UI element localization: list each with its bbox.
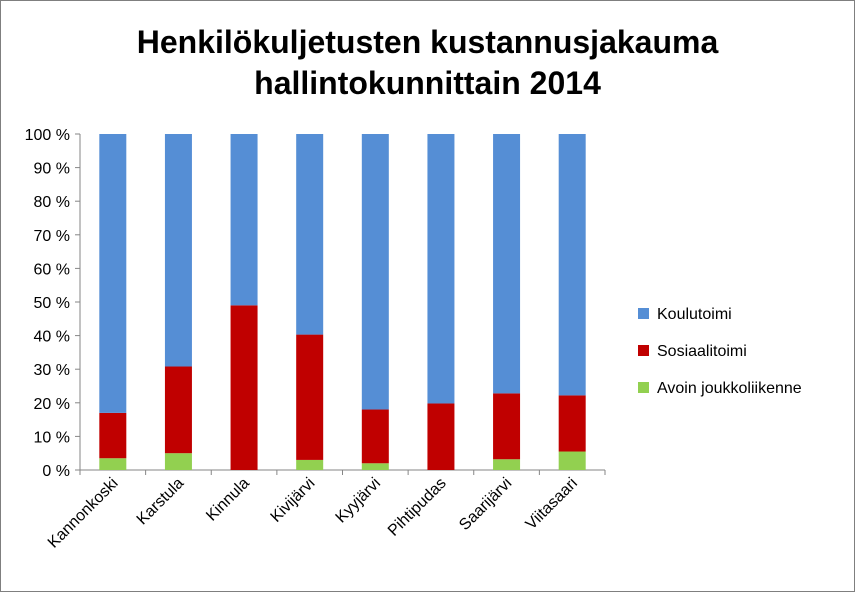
x-tick-label: Kannonkoski <box>45 475 122 552</box>
bar-segment-koulutoimi <box>493 134 521 394</box>
y-tick-label: 50 % <box>34 295 70 312</box>
bar-segment-koulutoimi <box>361 134 389 410</box>
bar-segment-sosiaalitoimi <box>230 305 258 470</box>
bar-segment-avoin-joukkoliikenne <box>164 453 192 470</box>
x-tick-label: Kivijärvi <box>268 475 319 526</box>
x-tick-label: Pihtipudas <box>385 475 450 540</box>
bars <box>99 134 586 470</box>
legend-swatch <box>638 308 649 319</box>
bar-segment-avoin-joukkoliikenne <box>99 458 127 470</box>
bar-segment-koulutoimi <box>99 134 127 413</box>
bar-segment-sosiaalitoimi <box>493 393 521 460</box>
bar-segment-avoin-joukkoliikenne <box>558 451 586 470</box>
chart-title: Henkilökuljetusten kustannusjakauma hall… <box>0 22 855 104</box>
chart-title-line-1: Henkilökuljetusten kustannusjakauma <box>136 24 719 60</box>
legend-label: Sosiaalitoimi <box>657 343 747 360</box>
x-tick-label: Kyyjärvi <box>333 475 385 527</box>
x-axis: Kannonkoski Karstula Kinnula Kivijärvi Kyyjä… <box>45 469 606 552</box>
bar-segment-koulutoimi <box>230 134 258 306</box>
bar-segment-sosiaalitoimi <box>99 412 127 459</box>
legend: Koulutoimi Sosiaalitoimi Avoin joukkoliike… <box>638 306 802 397</box>
bar-segment-avoin-joukkoliikenne <box>296 459 324 470</box>
bar-segment-koulutoimi <box>558 134 586 396</box>
legend-swatch <box>638 345 649 356</box>
bar-segment-koulutoimi <box>164 134 192 367</box>
y-tick-label: 20 % <box>34 396 70 413</box>
y-tick-label: 100 % <box>25 127 70 144</box>
x-tick-label: Kinnula <box>203 475 253 525</box>
x-tick-label: Viitasaari <box>523 475 581 533</box>
y-tick-label: 30 % <box>34 362 70 379</box>
bar-segment-avoin-joukkoliikenne <box>361 463 389 470</box>
y-tick-label: 70 % <box>34 228 70 245</box>
bar-segment-sosiaalitoimi <box>427 403 455 470</box>
bar-segment-sosiaalitoimi <box>296 334 324 460</box>
y-axis: 0 % 10 % 20 % 30 % 40 % 50 % 60 % 70 % 80 % 90 % 1… <box>25 127 81 480</box>
legend-label: Koulutoimi <box>657 306 732 323</box>
y-tick-label: 60 % <box>34 261 70 278</box>
legend-label: Avoin joukkoliikenne <box>657 380 802 397</box>
bar-segment-sosiaalitoimi <box>558 395 586 452</box>
legend-swatch <box>638 382 649 393</box>
bar-segment-koulutoimi <box>296 134 324 335</box>
bar-segment-sosiaalitoimi <box>361 409 389 464</box>
y-tick-label: 40 % <box>34 329 70 346</box>
chart-title-line-2: hallintokunnittain 2014 <box>254 65 601 101</box>
y-tick-label: 80 % <box>34 194 70 211</box>
y-tick-label: 0 % <box>42 463 70 480</box>
bar-segment-koulutoimi <box>427 134 455 404</box>
y-tick-label: 90 % <box>34 161 70 178</box>
bar-segment-sosiaalitoimi <box>164 366 192 454</box>
bar-segment-avoin-joukkoliikenne <box>493 459 521 470</box>
x-tick-label: Karstula <box>134 475 188 529</box>
y-tick-label: 10 % <box>34 429 70 446</box>
x-tick-label: Saarijärvi <box>456 475 515 534</box>
